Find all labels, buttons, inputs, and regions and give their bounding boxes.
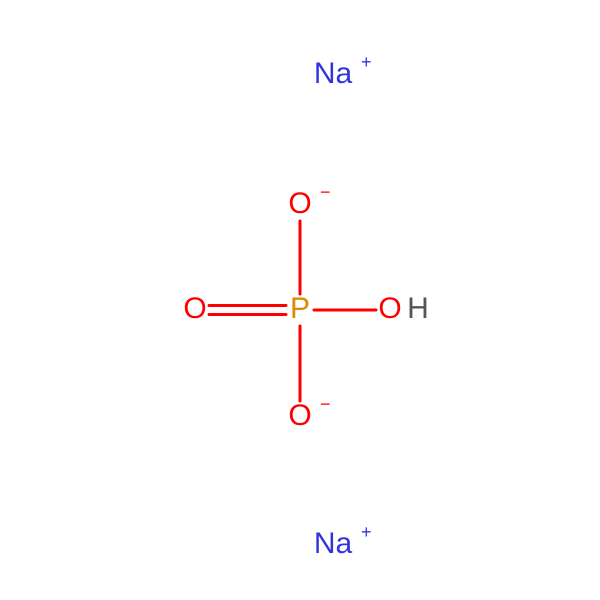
atom-o_right: O (378, 292, 401, 325)
atom-label: P (290, 292, 310, 325)
chemical-structure-diagram: PO−O−OOHNa+Na+ (0, 0, 600, 600)
atom-label: Na (314, 527, 353, 560)
atom-h: H (407, 292, 429, 325)
atom-label: Na (314, 57, 353, 90)
atom-label: H (407, 292, 429, 325)
atom-o_top: O− (288, 182, 330, 220)
atom-o_bot: O− (288, 394, 330, 432)
atom-p: P (290, 292, 310, 325)
atom-charge: − (320, 394, 331, 414)
atom-na_top: Na + (314, 52, 372, 90)
atom-label: O (288, 187, 311, 220)
atom-na_bot: Na + (314, 522, 372, 560)
atom-label: O (378, 292, 401, 325)
atom-label: O (288, 399, 311, 432)
atom-charge: + (361, 522, 372, 542)
atom-o_left: O (183, 292, 206, 325)
atom-label: O (183, 292, 206, 325)
atom-charge: − (320, 182, 331, 202)
atom-charge: + (361, 52, 372, 72)
